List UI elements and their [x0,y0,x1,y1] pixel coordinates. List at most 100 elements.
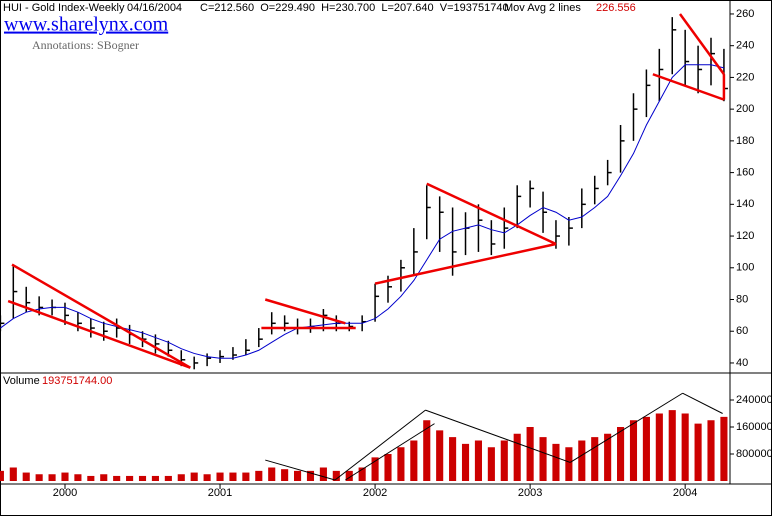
volume-bar [474,440,482,481]
volume-bar [449,437,457,481]
trendline [264,298,346,325]
volume-trendline [345,423,435,481]
volume-bar [319,467,327,481]
y-tick-label: 240 [736,40,754,52]
volume-bar [138,475,147,481]
volume-bar [126,475,134,481]
volume-bar [668,410,676,481]
volume-bar [216,472,224,481]
volume-bar [306,470,315,481]
volume-bar [268,467,276,481]
y-tick-label: 800000 [736,448,772,460]
volume-bar [423,420,431,481]
volume-bar [655,413,663,481]
volume-bar [281,469,289,481]
y-tick-label: 260 [736,8,754,20]
volume-bar [164,475,172,481]
trendline [652,73,725,101]
volume-trendline [569,392,683,463]
date: 04/16/2004 [127,2,182,14]
trendline [426,182,557,246]
volume-bar [681,413,689,481]
volume-bar [22,472,30,481]
volume-bar [410,440,418,481]
volume-bar [113,475,121,481]
x-tick-label: 2002 [363,487,387,499]
volume-bar [48,474,56,481]
y-tick-label: 200 [736,103,754,115]
volume-bar [720,416,728,481]
y-tick-label: 40 [736,357,748,369]
y-tick-label: 120 [736,230,754,242]
volume-bar [552,443,560,481]
volume-bar [100,474,108,481]
volume-bar [642,416,650,481]
volume-bar [345,470,353,481]
y-tick-label: 180 [736,135,754,147]
volume-bar [694,423,702,481]
volume-bar [617,426,625,481]
volume-trendline [425,409,571,463]
y-tick-label: 160 [736,167,754,179]
volume-bar [513,433,521,481]
volume-bar [190,472,198,481]
volume-bar [707,420,715,481]
volume-bar [358,467,366,481]
ma-label: Mov Avg 2 lines [504,2,581,14]
volume-value: 193751744.00 [42,375,112,387]
trendline [7,299,191,369]
volume-bar [177,474,185,481]
volume-bar [436,430,444,481]
volume-trendline [682,392,723,414]
y-tick-label: 80 [736,293,748,305]
y-tick-label: 2400000 [736,394,772,406]
volume-label: Volume [3,375,40,387]
volume-bar [229,472,237,481]
volume-bar [371,457,379,481]
y-tick-label: 100 [736,262,754,274]
volume-bar [294,470,302,481]
volume-bar [578,440,586,481]
volume-bar [332,470,340,481]
trendline [678,13,725,75]
y-tick-label: 220 [736,71,754,83]
volume-bar [487,447,495,481]
quote: C=212.560 O=229.490 H=230.700 L=207.640 … [200,2,509,14]
volume-bar [384,453,392,481]
volume-bar [203,474,211,481]
volume-bar [9,467,17,481]
x-tick-label: 2000 [53,487,77,499]
volume-trendline [334,409,426,481]
volume-bar [629,420,638,481]
volume-bar [591,437,599,481]
chart-title: HUI - Gold Index-Weekly [3,2,125,14]
volume-bar [461,443,470,481]
y-tick-label: 140 [736,198,754,210]
volume-bar [151,475,159,481]
ma-value: 226.556 [596,2,636,14]
trendline [374,242,557,285]
volume-bar [604,433,612,481]
y-tick-label: 60 [736,325,748,337]
volume-bar [526,426,534,481]
volume-bar [61,472,69,481]
volume-bar [242,472,250,481]
volume-bar [397,447,405,481]
volume-bar [74,474,82,481]
volume-bar [565,447,573,481]
volume-bar [500,440,508,481]
volume-bar [0,470,4,481]
annotations: Annotations: SBogner [32,38,139,52]
volume-bar [255,470,263,481]
site-link[interactable]: www.sharelynx.com [4,14,169,36]
volume-bar [539,437,547,481]
x-tick-label: 2004 [673,487,697,499]
trendline [11,263,191,369]
x-tick-label: 2001 [208,487,232,499]
volume-bar [87,475,95,481]
volume-bar [35,474,43,481]
x-tick-label: 2003 [518,487,542,499]
volume-trendline [265,459,336,481]
y-tick-label: 1600000 [736,421,772,433]
